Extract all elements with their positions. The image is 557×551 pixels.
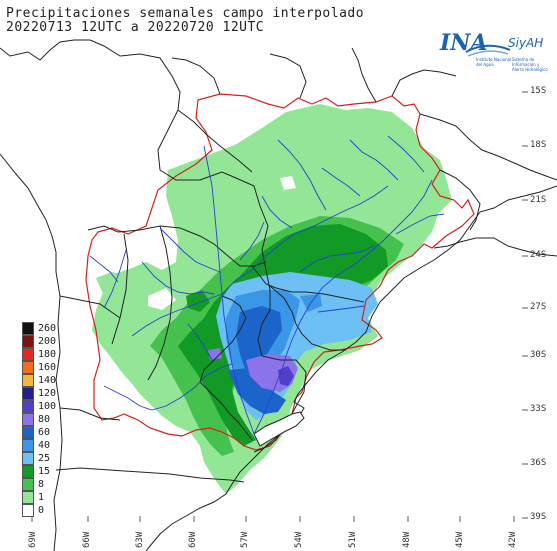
- logo-siyah-text: SiyAH: [508, 36, 544, 50]
- legend-swatch: [22, 400, 34, 413]
- latitude-label: 18S: [530, 140, 547, 150]
- lon-ticks: [31, 516, 515, 522]
- legend-item: 25: [22, 452, 82, 466]
- latitude-label: 21S: [530, 195, 547, 205]
- legend-label: 8: [38, 479, 45, 490]
- logo-ina-text: INA: [440, 30, 488, 56]
- legend-item: 140: [22, 374, 82, 388]
- legend-label: 0: [38, 505, 45, 516]
- legend-item: 0: [22, 504, 82, 518]
- latitude-label: 30S: [530, 350, 547, 360]
- legend-item: 120: [22, 387, 82, 401]
- legend-swatch: [22, 478, 34, 491]
- logo-subtitle-left: Instituto Nacional del Agua: [476, 57, 512, 67]
- legend-label: 260: [38, 323, 57, 334]
- latitude-label: 33S: [530, 404, 547, 414]
- legend-label: 100: [38, 401, 57, 412]
- legend-swatch: [22, 465, 34, 478]
- legend-label: 25: [38, 453, 51, 464]
- legend-item: 260: [22, 322, 82, 336]
- legend-swatch: [22, 348, 34, 361]
- longitude-label: 54W: [294, 531, 304, 548]
- longitude-label: 42W: [508, 531, 518, 548]
- legend-item: 100: [22, 400, 82, 414]
- legend-item: 8: [22, 478, 82, 492]
- legend-swatch: [22, 504, 34, 517]
- legend-item: 1: [22, 491, 82, 505]
- legend-swatch: [22, 452, 34, 465]
- legend-swatch: [22, 322, 34, 335]
- precip-zero-patch: [148, 288, 176, 310]
- legend-swatch: [22, 335, 34, 348]
- legend-item: 40: [22, 439, 82, 453]
- longitude-label: 66W: [82, 531, 92, 548]
- legend-label: 15: [38, 466, 51, 477]
- logo-swoosh-icon: [465, 44, 511, 57]
- legend-swatch: [22, 361, 34, 374]
- legend-item: 80: [22, 413, 82, 427]
- legend-swatch: [22, 439, 34, 452]
- legend-label: 180: [38, 349, 57, 360]
- longitude-label: 48W: [402, 531, 412, 548]
- latitude-label: 27S: [530, 302, 547, 312]
- legend-swatch: [22, 413, 34, 426]
- legend-label: 120: [38, 388, 57, 399]
- basin-outline: [85, 93, 475, 451]
- legend-label: 60: [38, 427, 51, 438]
- map-period: 20220713 12UTC a 20220720 12UTC: [6, 20, 265, 35]
- legend-item: 180: [22, 348, 82, 362]
- legend-label: 200: [38, 336, 57, 347]
- legend-label: 1: [38, 492, 45, 503]
- legend-label: 80: [38, 414, 51, 425]
- longitude-label: 60W: [188, 531, 198, 548]
- longitude-label: 69W: [28, 531, 38, 548]
- lat-ticks: [522, 91, 528, 519]
- longitude-label: 45W: [455, 531, 465, 548]
- ina-siyah-logo: INA SiyAH Instituto Nacional del Agua Si…: [436, 30, 552, 78]
- legend-label: 140: [38, 375, 57, 386]
- legend-swatch: [22, 374, 34, 387]
- legend-item: 200: [22, 335, 82, 349]
- legend-item: 60: [22, 426, 82, 440]
- map-title: Precipitaciones semanales campo interpol…: [6, 6, 365, 21]
- longitude-label: 57W: [240, 531, 250, 548]
- latitude-label: 39S: [530, 512, 547, 522]
- longitude-label: 63W: [135, 531, 145, 548]
- rio-de-la-plata: [253, 411, 305, 447]
- latitude-label: 36S: [530, 458, 547, 468]
- latitude-label: 15S: [530, 86, 547, 96]
- legend-swatch: [22, 387, 34, 400]
- legend-swatch: [22, 491, 34, 504]
- political-borders: [0, 39, 557, 551]
- legend-label: 40: [38, 440, 51, 451]
- legend-item: 160: [22, 361, 82, 375]
- logo-subtitle-right: Sistema de Información y Alerta Hidrológ…: [512, 57, 548, 72]
- legend-swatch: [22, 426, 34, 439]
- rivers: [89, 135, 445, 435]
- longitude-label: 51W: [348, 531, 358, 548]
- legend-item: 15: [22, 465, 82, 479]
- coastline: [145, 185, 557, 551]
- latitude-label: 24S: [530, 250, 547, 260]
- precip-zero-patch: [280, 176, 296, 190]
- legend-label: 160: [38, 362, 57, 373]
